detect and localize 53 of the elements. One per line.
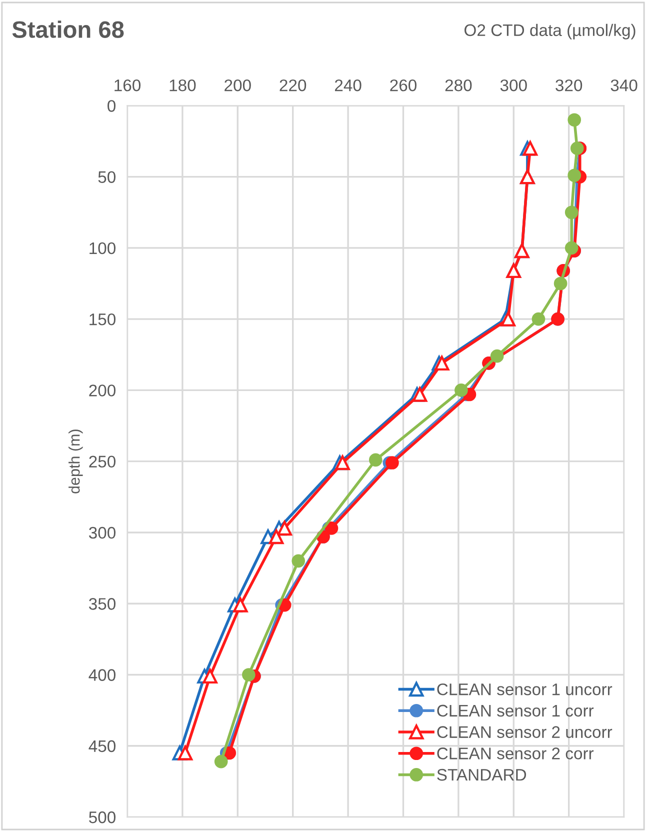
legend-label: CLEAN sensor 1 uncorr bbox=[437, 683, 612, 696]
x-tick-label: 340 bbox=[610, 79, 638, 92]
x-axis-title: O2 CTD data (µmol/kg) bbox=[464, 24, 636, 40]
x-tick-label: 160 bbox=[114, 79, 141, 92]
point bbox=[454, 384, 468, 397]
y-tick-label: 0 bbox=[108, 100, 116, 112]
y-tick-label: 500 bbox=[89, 811, 116, 824]
x-tick-label: 280 bbox=[445, 79, 472, 92]
point bbox=[564, 241, 578, 255]
point bbox=[292, 554, 306, 568]
y-tick-label: 250 bbox=[89, 456, 116, 468]
y-tick-label: 350 bbox=[88, 598, 116, 610]
point bbox=[570, 142, 584, 156]
point bbox=[233, 598, 248, 612]
point bbox=[368, 453, 382, 467]
point bbox=[324, 522, 338, 535]
point bbox=[554, 276, 568, 290]
y-tick-label: 150 bbox=[90, 313, 116, 326]
point bbox=[202, 668, 218, 684]
legend-label: CLEAN sensor 1 corr bbox=[437, 704, 594, 717]
point bbox=[568, 113, 582, 127]
point bbox=[532, 312, 546, 326]
x-tick-label: 260 bbox=[390, 79, 416, 92]
point bbox=[564, 206, 578, 220]
point bbox=[568, 168, 582, 182]
y-tick-label: 400 bbox=[88, 669, 116, 681]
x-tick-label: 240 bbox=[334, 79, 362, 92]
x-tick-label: 300 bbox=[500, 79, 527, 92]
point bbox=[277, 520, 292, 536]
point bbox=[434, 356, 450, 371]
y-tick-label: 300 bbox=[88, 526, 116, 539]
point bbox=[242, 668, 256, 682]
x-tick-label: 180 bbox=[170, 79, 196, 92]
y-tick-label: 200 bbox=[89, 384, 116, 396]
y-tick-label: 100 bbox=[90, 242, 116, 254]
point bbox=[178, 746, 193, 760]
y-tick-label: 50 bbox=[98, 171, 116, 184]
y-axis-title: depth (m) bbox=[68, 430, 83, 494]
point bbox=[268, 529, 284, 544]
legend-label: CLEAN sensor 2 uncorr bbox=[437, 726, 612, 738]
point bbox=[386, 456, 399, 470]
point bbox=[412, 387, 428, 402]
y-tick-label: 450 bbox=[88, 740, 116, 752]
point bbox=[490, 349, 504, 363]
x-tick-label: 320 bbox=[556, 79, 582, 92]
point bbox=[335, 455, 350, 470]
legend-label: STANDARD bbox=[437, 768, 526, 781]
point bbox=[214, 754, 228, 768]
legend-label: CLEAN sensor 2 corr bbox=[437, 748, 594, 760]
x-tick-label: 200 bbox=[224, 79, 251, 92]
x-tick-label: 220 bbox=[280, 79, 306, 92]
chart-title: Station 68 bbox=[12, 20, 124, 38]
point bbox=[522, 140, 538, 156]
